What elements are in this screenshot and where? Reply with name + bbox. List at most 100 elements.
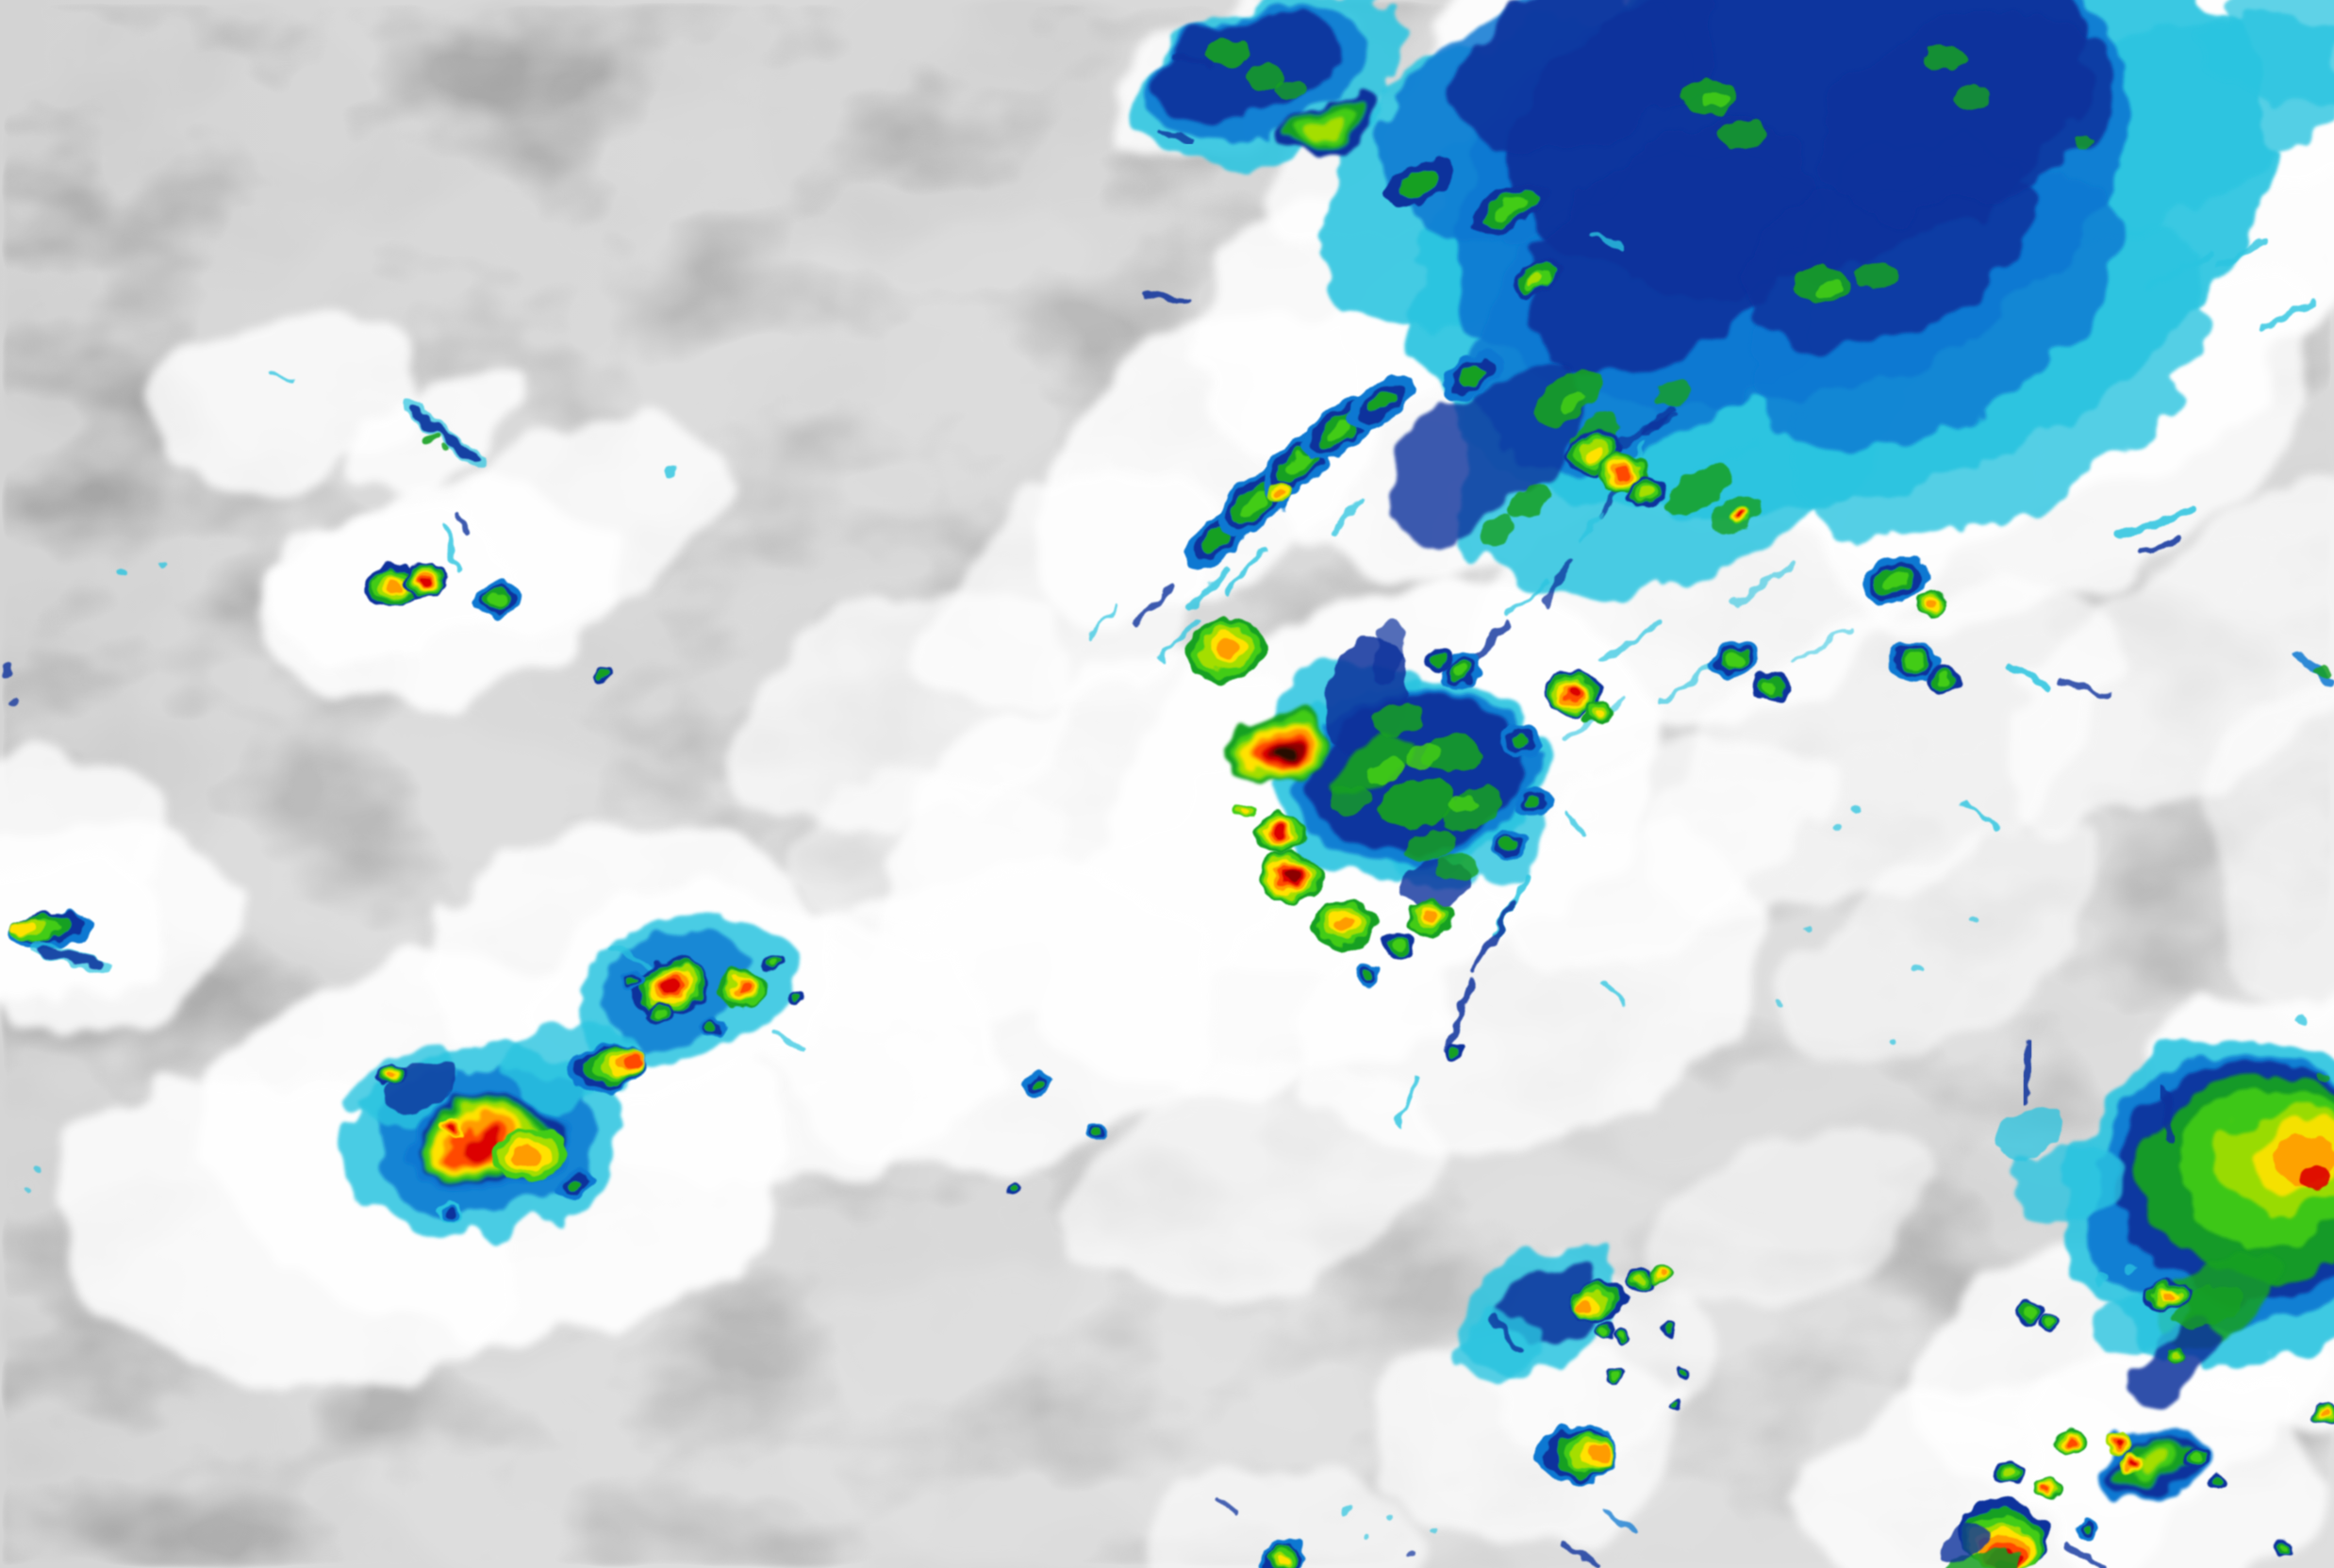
convective-patch-green	[1437, 855, 1479, 880]
cell-ring-red-orange	[623, 1055, 644, 1068]
convective-cell	[592, 668, 609, 682]
cloud-streak	[1564, 810, 1589, 840]
convective-cell	[1515, 786, 1553, 817]
convective-cell	[1004, 1182, 1022, 1197]
cloud-patch	[0, 735, 184, 896]
convective-cell	[1626, 1267, 1657, 1293]
cold-cloud-patch-cyan	[1432, 1529, 1439, 1537]
cloud-patch	[793, 770, 1055, 927]
cloud-streak	[1709, 499, 1729, 512]
cloud-streak	[1593, 231, 1625, 250]
convective-cell	[1383, 160, 1455, 207]
cell-ring-green	[1664, 1326, 1674, 1333]
convective-patch-green	[1247, 65, 1284, 90]
convective-cell	[1994, 1461, 2025, 1485]
cloud-streak	[1580, 511, 1606, 542]
cell-ring-near-black	[1266, 741, 1293, 764]
cloud-streak	[1641, 403, 1676, 438]
cloud-streak	[1329, 499, 1363, 537]
cell-ring-red	[2113, 1440, 2123, 1447]
cold-cloud-patch-cyan	[2295, 1015, 2307, 1025]
convective-patch-green	[440, 444, 450, 450]
cell-ring-bright-green	[1726, 653, 1744, 668]
cell-ring-orange	[1421, 911, 1437, 923]
cell-ring-orange	[387, 1071, 396, 1079]
cloud-patch	[1655, 1123, 1928, 1310]
cold-cloud-patch-cyan	[1366, 1533, 1373, 1541]
convective-cell	[1254, 811, 1304, 853]
convective-cell	[441, 1117, 465, 1137]
convective-patch-bright-green	[1560, 391, 1586, 416]
convective-patch-green	[1205, 39, 1250, 67]
cell-ring-green	[1672, 1401, 1680, 1409]
cell-ring-bright-green	[1937, 674, 1952, 687]
cell-ring-bright-green	[2023, 1308, 2035, 1318]
convective-patch-bright-green	[1364, 757, 1405, 785]
convective-patch-green	[1658, 381, 1692, 404]
cell-ring-green	[1448, 1047, 1461, 1058]
cell-ring-orange	[1926, 599, 1936, 608]
cloud-streak	[1157, 129, 1193, 142]
cell-ring-green	[1008, 1185, 1019, 1195]
cell-ring-bright-green	[1453, 664, 1469, 678]
cell-ring-bright-green	[488, 592, 508, 606]
convective-patch-bright-green	[1448, 794, 1479, 813]
cloud-streak	[1131, 584, 1174, 627]
cell-ring-chartreuse	[1304, 114, 1343, 138]
cell-ring-chartreuse	[1527, 271, 1546, 287]
cold-cloud-patch-cyan	[1887, 1039, 1896, 1047]
warm-core-patch-red	[2303, 1164, 2333, 1189]
cell-ring-red	[2127, 1459, 2137, 1466]
convective-cell	[1662, 1323, 1678, 1336]
convective-cell	[1441, 351, 1504, 403]
cell-ring-bright-green	[1904, 654, 1924, 669]
cloud-streak	[1961, 801, 2000, 833]
cell-ring-green	[1202, 526, 1231, 552]
cell-ring-green	[1511, 734, 1530, 749]
convective-patch-green	[1481, 515, 1515, 545]
cold-cloud-patch-cyan	[2122, 1263, 2133, 1271]
cloud-streak	[2138, 536, 2183, 557]
convective-cell	[1021, 1071, 1052, 1098]
cloud-patch	[1060, 1057, 1448, 1300]
cell-ring-bright-green	[1328, 418, 1355, 441]
cold-cloud-patch-cyan	[157, 560, 167, 568]
cell-ring-red	[1737, 513, 1745, 519]
cell-ring-bright-green	[1601, 1328, 1611, 1335]
cell-ring-green	[628, 976, 638, 984]
convective-cell	[491, 1129, 567, 1182]
cell-ring-bright-green	[2044, 1319, 2056, 1328]
cell-ring-chartreuse	[1639, 487, 1654, 498]
cell-ring-green	[595, 671, 605, 679]
convective-cell	[2274, 1540, 2293, 1556]
cold-cloud-patch-navy	[1937, 1523, 1990, 1562]
cloud-streak	[2260, 300, 2316, 332]
convective-cell	[557, 1168, 593, 1198]
convective-cell	[2075, 1519, 2098, 1538]
cold-cloud-patch-cyan	[1342, 1507, 1351, 1514]
cell-ring-chartreuse	[2171, 1350, 2180, 1358]
cell-ring-green	[707, 1023, 718, 1032]
convective-cell	[1349, 374, 1415, 429]
convective-cell	[1407, 900, 1453, 936]
cloud-streak	[266, 371, 297, 386]
cloud-patch	[1780, 824, 2105, 1062]
cell-ring-bright-green	[654, 1010, 667, 1020]
cell-ring-orange	[2161, 1291, 2177, 1300]
cloud-streak	[1225, 546, 1268, 594]
convective-cell	[1512, 258, 1563, 300]
cell-ring-yellow	[1275, 1553, 1291, 1563]
cloud-streak	[442, 527, 461, 572]
cold-cloud-patch-cyan	[1995, 1108, 2064, 1159]
cell-ring-bright-green	[768, 957, 779, 966]
cloud-streak	[1467, 620, 1511, 664]
convective-cell	[621, 971, 645, 990]
convective-patch-green	[2316, 1072, 2327, 1081]
cell-ring-green	[1428, 652, 1446, 667]
convective-cell	[439, 1200, 466, 1222]
convective-cell	[2038, 1313, 2061, 1332]
cold-cloud-patch-cyan	[2096, 1276, 2110, 1285]
cloud-streak	[2115, 506, 2197, 540]
